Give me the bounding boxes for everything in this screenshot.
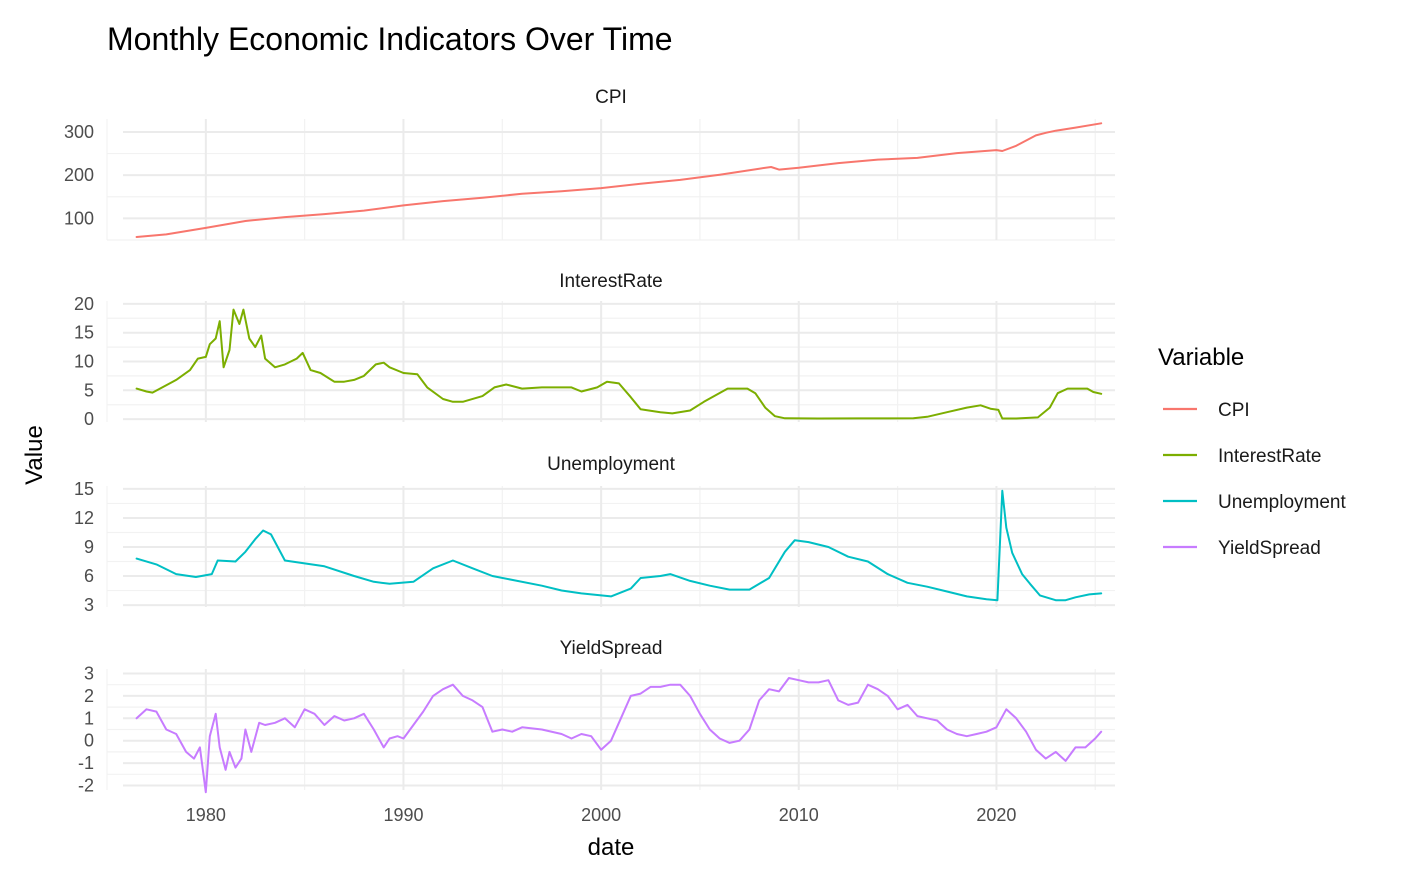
legend-label: YieldSpread xyxy=(1218,538,1321,559)
y-tick-label: 6 xyxy=(84,566,94,586)
y-tick-label: 3 xyxy=(84,595,94,615)
x-tick-label: 2010 xyxy=(779,805,819,825)
y-tick-label: 2 xyxy=(84,686,94,706)
facet-strip-label: Unemployment xyxy=(547,454,675,475)
y-tick-label: 5 xyxy=(84,380,94,400)
chart-title: Monthly Economic Indicators Over Time xyxy=(107,21,673,57)
y-tick-label: 100 xyxy=(64,208,94,228)
facet-strip-label: YieldSpread xyxy=(560,638,663,659)
y-tick-label: 0 xyxy=(84,409,94,429)
y-tick-label: 20 xyxy=(74,294,94,314)
x-axis-title: date xyxy=(588,834,635,861)
facet-strip-label: CPI xyxy=(595,87,627,108)
y-tick-label: 3 xyxy=(84,663,94,683)
legend-label: InterestRate xyxy=(1218,446,1322,467)
legend: Variable CPI InterestRate Unemployment Yiel… xyxy=(1158,344,1346,559)
series-line-yieldspread xyxy=(135,677,1103,794)
facet-panel-interestrate: InterestRate 0 5 10 15 20 xyxy=(74,271,1115,429)
x-tick-label: 2020 xyxy=(976,805,1016,825)
y-tick-label: 15 xyxy=(74,479,94,499)
y-tick-label: 15 xyxy=(74,323,94,343)
y-tick-label: 200 xyxy=(64,165,94,185)
facet-panel-cpi: CPI 100 200 300 xyxy=(64,87,1115,241)
series-line-cpi xyxy=(135,122,1103,238)
facet-panels: CPI100200300InterestRate05101520Unemploy… xyxy=(64,87,1115,825)
y-tick-label: -1 xyxy=(78,753,94,773)
legend-title: Variable xyxy=(1158,344,1244,371)
y-tick-label: 0 xyxy=(84,731,94,751)
y-tick-label: -2 xyxy=(78,776,94,796)
series-line-unemployment xyxy=(135,489,1103,602)
series-line-interestrate xyxy=(135,308,1103,420)
y-tick-label: 9 xyxy=(84,537,94,557)
y-tick-label: 10 xyxy=(74,352,94,372)
y-tick-label: 300 xyxy=(64,122,94,142)
facet-strip-label: InterestRate xyxy=(559,271,663,292)
facet-panel-yieldspread: YieldSpread -2 -10 12 3 xyxy=(78,638,1115,796)
y-axis-title: Value xyxy=(21,425,48,485)
facet-panel-unemployment: Unemployment 3 6 9 12 15 xyxy=(74,454,1115,615)
legend-label: CPI xyxy=(1218,400,1250,421)
x-tick-label: 1980 xyxy=(186,805,226,825)
x-tick-label: 2000 xyxy=(581,805,621,825)
y-tick-label: 1 xyxy=(84,708,94,728)
x-tick-label: 1990 xyxy=(383,805,423,825)
legend-label: Unemployment xyxy=(1218,492,1346,513)
y-tick-label: 12 xyxy=(74,508,94,528)
